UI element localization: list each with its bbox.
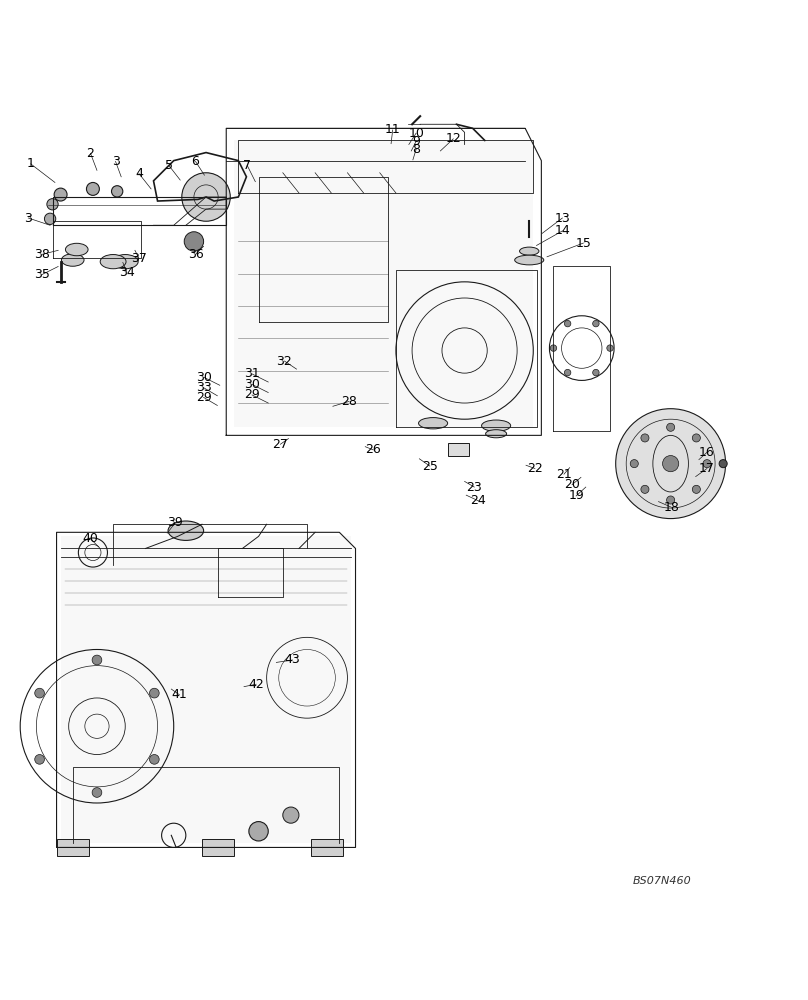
Text: 29: 29 — [196, 391, 212, 404]
Ellipse shape — [149, 755, 159, 764]
Text: 28: 28 — [341, 395, 357, 408]
Ellipse shape — [149, 688, 159, 698]
Ellipse shape — [482, 420, 511, 431]
Ellipse shape — [593, 369, 600, 376]
Text: 30: 30 — [196, 371, 212, 384]
Text: 32: 32 — [276, 355, 292, 368]
Text: 17: 17 — [699, 462, 715, 475]
Text: 22: 22 — [527, 462, 543, 475]
Text: 14: 14 — [554, 224, 570, 237]
Ellipse shape — [168, 521, 204, 540]
Text: 3: 3 — [112, 155, 120, 168]
Text: 19: 19 — [568, 489, 584, 502]
Ellipse shape — [100, 255, 126, 269]
Text: 11: 11 — [385, 123, 401, 136]
Ellipse shape — [692, 434, 701, 442]
Text: 13: 13 — [554, 212, 570, 225]
Text: 36: 36 — [187, 248, 204, 261]
Ellipse shape — [607, 345, 613, 351]
Ellipse shape — [703, 460, 711, 468]
Ellipse shape — [663, 456, 679, 472]
Text: 33: 33 — [196, 381, 212, 394]
Text: 18: 18 — [663, 501, 680, 514]
Text: 34: 34 — [119, 266, 135, 279]
Text: 30: 30 — [244, 378, 260, 391]
Text: 27: 27 — [272, 438, 288, 451]
Text: 2: 2 — [86, 147, 95, 160]
Text: 6: 6 — [191, 155, 200, 168]
Ellipse shape — [520, 247, 539, 255]
Text: 12: 12 — [445, 132, 461, 145]
Text: 21: 21 — [556, 468, 572, 481]
Ellipse shape — [419, 418, 448, 429]
Ellipse shape — [35, 755, 44, 764]
Text: 31: 31 — [244, 367, 260, 380]
Polygon shape — [61, 536, 351, 843]
Text: 25: 25 — [422, 460, 438, 473]
Bar — [202, 839, 234, 856]
Ellipse shape — [667, 496, 675, 504]
Ellipse shape — [564, 369, 570, 376]
Text: 7: 7 — [243, 159, 251, 172]
Ellipse shape — [112, 186, 123, 197]
Ellipse shape — [92, 655, 102, 665]
Ellipse shape — [184, 232, 204, 251]
Ellipse shape — [182, 173, 230, 221]
Ellipse shape — [86, 182, 99, 195]
Text: 3: 3 — [24, 212, 32, 225]
Text: 29: 29 — [244, 388, 260, 401]
Ellipse shape — [719, 460, 727, 468]
Text: 41: 41 — [171, 688, 187, 701]
Ellipse shape — [630, 460, 638, 468]
Text: 9: 9 — [412, 135, 420, 148]
Text: 37: 37 — [131, 252, 147, 265]
Bar — [448, 443, 469, 456]
Polygon shape — [234, 140, 533, 427]
Ellipse shape — [61, 254, 84, 266]
Ellipse shape — [564, 320, 570, 327]
Text: 38: 38 — [34, 248, 50, 261]
Ellipse shape — [44, 213, 56, 224]
Ellipse shape — [47, 199, 58, 210]
Text: 15: 15 — [575, 237, 591, 250]
Text: 26: 26 — [365, 443, 381, 456]
Text: 5: 5 — [165, 159, 173, 172]
Ellipse shape — [54, 188, 67, 201]
Bar — [311, 839, 343, 856]
Text: 8: 8 — [412, 143, 420, 156]
Text: BS07N460: BS07N460 — [633, 876, 692, 886]
Ellipse shape — [283, 807, 299, 823]
Ellipse shape — [92, 788, 102, 797]
Ellipse shape — [641, 485, 649, 493]
Ellipse shape — [616, 409, 726, 519]
Text: 10: 10 — [408, 127, 424, 140]
Ellipse shape — [35, 688, 44, 698]
Ellipse shape — [667, 423, 675, 431]
Text: 1: 1 — [27, 157, 35, 170]
Text: 24: 24 — [470, 494, 486, 507]
Text: 20: 20 — [564, 478, 580, 491]
Ellipse shape — [65, 243, 88, 256]
Text: 39: 39 — [167, 516, 183, 529]
Text: 16: 16 — [699, 446, 715, 459]
Text: 42: 42 — [248, 678, 264, 691]
Ellipse shape — [593, 320, 600, 327]
Text: 40: 40 — [82, 532, 99, 545]
Ellipse shape — [249, 822, 268, 841]
Text: 35: 35 — [34, 268, 50, 281]
Text: 43: 43 — [284, 653, 301, 666]
Ellipse shape — [692, 485, 701, 493]
Ellipse shape — [112, 255, 138, 269]
Text: 23: 23 — [466, 481, 482, 494]
Ellipse shape — [515, 255, 544, 265]
Ellipse shape — [486, 430, 507, 438]
Ellipse shape — [550, 345, 557, 351]
Text: 4: 4 — [135, 167, 143, 180]
Ellipse shape — [641, 434, 649, 442]
Bar — [57, 839, 89, 856]
